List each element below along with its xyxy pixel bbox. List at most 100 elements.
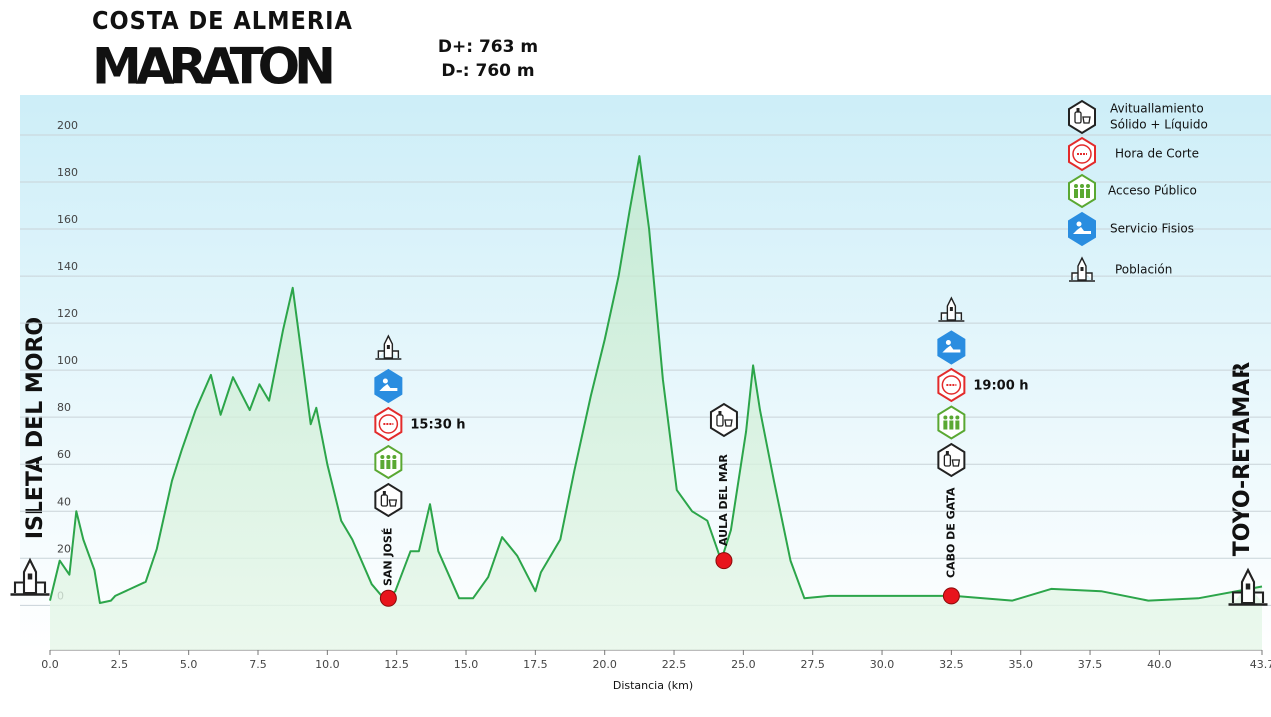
x-tick-label: 0.0: [41, 658, 59, 671]
icon-hexagon: [374, 482, 403, 518]
icon-part: [1076, 221, 1082, 227]
finish-label: TOYO-RETAMAR: [1230, 362, 1255, 557]
profile-line: [49, 155, 1263, 604]
y-tick-label: 20: [57, 542, 71, 555]
icon: [937, 405, 966, 440]
icon-part: [1074, 184, 1078, 188]
icon-part: [955, 415, 960, 420]
x-tick-label: 2.5: [111, 658, 129, 671]
logo-main: MARATON: [92, 38, 340, 96]
legend-label: Servicio Fisios: [1110, 222, 1194, 236]
icon-hexagon: [1068, 99, 1096, 135]
icon-part: [949, 420, 954, 430]
icon-part: [388, 499, 398, 507]
icon-part: [724, 419, 733, 427]
x-tick-label: 32.5: [939, 658, 964, 671]
point-label: CABO DE GATA: [944, 487, 957, 578]
x-tick-label: 15.0: [454, 658, 479, 671]
icon-part: [379, 384, 398, 391]
cutoff-time: 19:00 h: [973, 379, 1028, 394]
icon: [1228, 567, 1268, 606]
start-label: ISLETA DEL MORO: [23, 317, 48, 539]
y-tick-label: 160: [57, 213, 78, 226]
icon-part: [392, 455, 397, 459]
icon-part: [1245, 583, 1251, 590]
icon: [1068, 99, 1096, 135]
legend-label: Población: [1115, 263, 1172, 277]
point-label: SAN JOSÉ: [381, 528, 394, 586]
icon-part: [1082, 116, 1091, 124]
icon-part: [386, 345, 390, 349]
legend-label: Acceso Público: [1108, 184, 1197, 198]
cutoff-time: 15:30 h: [410, 418, 465, 433]
point-marker: [942, 587, 960, 605]
legend-label: Sólido + Líquido: [1110, 118, 1208, 132]
icon-part: [1073, 227, 1091, 234]
x-tick-label: 37.5: [1078, 658, 1103, 671]
icon: [937, 442, 966, 478]
icon-part: [382, 491, 386, 495]
icon-part: [392, 460, 397, 469]
icon: [937, 330, 966, 365]
icon-part: [382, 378, 388, 384]
y-tick-label: 60: [57, 448, 71, 461]
icon-part: [1076, 108, 1080, 112]
y-tick-label: 120: [57, 307, 78, 320]
icon: [1068, 136, 1096, 172]
x-tick-label: 35.0: [1008, 658, 1033, 671]
icon-part: [1086, 189, 1090, 198]
icon-part: [949, 307, 953, 311]
descent: D-: 760 m: [441, 61, 534, 81]
icon: [1069, 256, 1095, 282]
logo-top: COSTA DE ALMERIA: [92, 6, 353, 35]
icon-part: [1074, 189, 1078, 198]
icon-part: [949, 415, 954, 420]
icon: [937, 367, 966, 403]
y-tick-label: 80: [57, 401, 71, 414]
point-marker: [715, 552, 733, 570]
y-tick-label: 100: [57, 354, 78, 367]
icon: [375, 334, 402, 360]
icon: [938, 296, 965, 322]
icon-hexagon: [709, 402, 738, 438]
icon-part: [951, 459, 961, 467]
x-tick-label: 5.0: [180, 658, 198, 671]
icon: [1068, 211, 1096, 247]
icon: [709, 402, 738, 438]
icon-part: [955, 420, 960, 430]
y-tick-label: 180: [57, 166, 78, 179]
x-tick-label: 7.5: [249, 658, 267, 671]
icon-part: [1080, 267, 1084, 271]
x-tick-label: 27.5: [800, 658, 825, 671]
x-tick-label: 17.5: [523, 658, 548, 671]
icon-part: [943, 415, 948, 420]
icon-part: [942, 345, 961, 353]
icon-part: [1080, 189, 1084, 198]
ascent: D+: 763 m: [438, 37, 538, 57]
icon-part: [1086, 184, 1090, 188]
icon: [10, 557, 50, 596]
icon-part: [380, 455, 385, 459]
icon-part: [386, 455, 391, 459]
x-tick-label: 43.7: [1250, 658, 1271, 671]
legend-label: Avituallamiento: [1110, 102, 1204, 116]
icon-part: [718, 411, 722, 415]
point-label: AULA DEL MAR: [717, 454, 730, 546]
area-fill: [50, 156, 1262, 650]
legend-label: Hora de Corte: [1115, 147, 1199, 161]
icon: [374, 482, 403, 518]
x-tick-label: 40.0: [1147, 658, 1172, 671]
icon: [1068, 173, 1096, 209]
point-marker: [379, 589, 397, 607]
icon-part: [943, 420, 948, 430]
icon-hexagon: [937, 442, 966, 478]
icon-part: [1080, 184, 1084, 188]
icon-part: [27, 573, 33, 580]
y-tick-label: 40: [57, 495, 71, 508]
x-tick-label: 22.5: [662, 658, 687, 671]
x-tick-label: 30.0: [870, 658, 895, 671]
y-tick-label: 200: [57, 119, 78, 132]
x-tick-label: 10.0: [315, 658, 340, 671]
icon-part: [945, 340, 951, 345]
